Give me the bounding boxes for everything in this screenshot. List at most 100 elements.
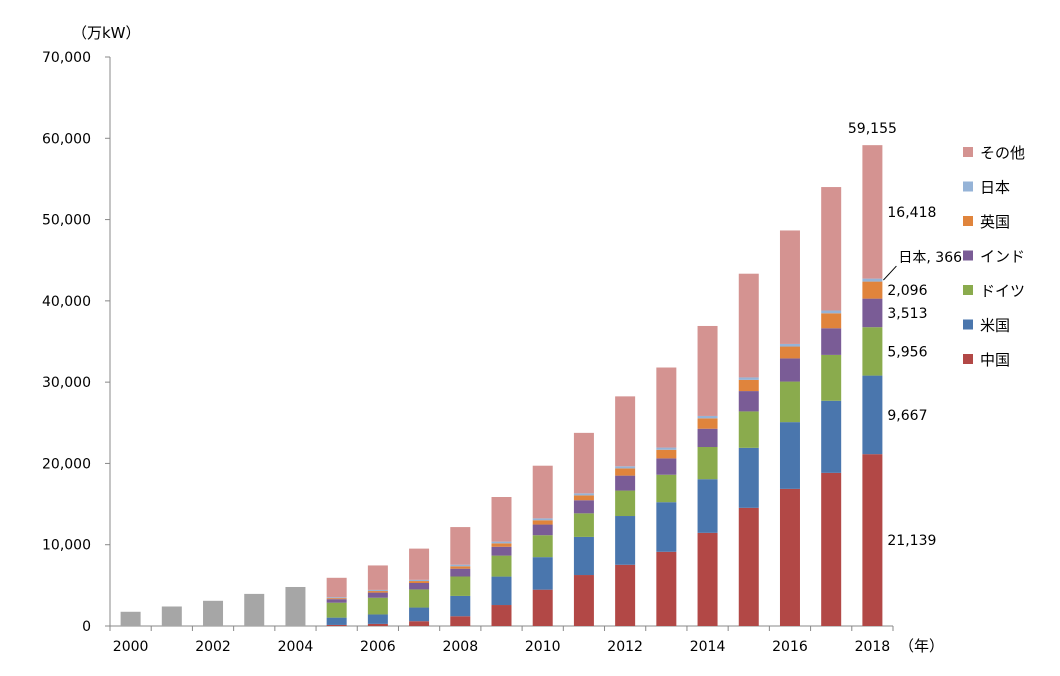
bar-segment-ドイツ-2013: [656, 474, 677, 503]
bar-segment-ドイツ-2011: [573, 513, 594, 537]
bar-segment-英国-2007: [409, 581, 430, 583]
bar-segment-その他-2006: [367, 565, 388, 590]
bar-segment-インド-2008: [450, 568, 471, 577]
bar-segment-米国-2015: [738, 447, 759, 508]
bar-segment-ドイツ-2018: [862, 327, 883, 376]
x-axis-unit-label: （年）: [899, 637, 944, 655]
legend-swatch-その他: [963, 147, 973, 157]
bar-segment-米国-2016: [779, 422, 800, 489]
bar-segment-英国-2010: [532, 520, 553, 525]
bar-segment-日本-2007: [409, 579, 430, 582]
bar-segment-中国-2016: [779, 488, 800, 626]
bar-segment-その他-2005: [326, 577, 347, 598]
bar-segment-英国-2014: [697, 418, 718, 429]
y-axis-unit-label: （万kW）: [72, 24, 141, 42]
bar-segment-英国-2011: [573, 495, 594, 501]
bar-segment-ドイツ-2008: [450, 576, 471, 596]
bar-segment-英国-2012: [615, 468, 636, 476]
bar-segment-インド-2017: [821, 328, 842, 355]
legend-label-中国: 中国: [980, 351, 1010, 369]
bar-segment-中国-2015: [738, 507, 759, 626]
bar-segment-日本-2016: [779, 343, 800, 347]
data-label-ドイツ: 5,956: [887, 344, 927, 360]
data-label-英国: 2,096: [887, 283, 927, 299]
bar-segment-日本-2008: [450, 564, 471, 567]
bar-segment-英国-2017: [821, 313, 842, 329]
data-label-インド: 3,513: [887, 306, 927, 322]
bar-segment-英国-2018: [862, 281, 883, 299]
bar-segment-中国-2011: [573, 575, 594, 626]
bar-segment-米国-2007: [409, 607, 430, 622]
bar-segment-日本-2012: [615, 466, 636, 469]
legend-label-ドイツ: ドイツ: [980, 282, 1025, 300]
bar-segment-その他-2015: [738, 273, 759, 378]
bar-segment-米国-2013: [656, 502, 677, 552]
bar-total-2004: [285, 586, 306, 626]
bar-segment-米国-2009: [491, 576, 512, 606]
x-tick-label: 2002: [195, 639, 231, 655]
bar-segment-中国-2006: [367, 623, 388, 626]
bar-segment-その他-2018: [862, 145, 883, 279]
bar-segment-ドイツ-2007: [409, 589, 430, 608]
y-tick-label: 70,000: [42, 50, 91, 66]
bar-segment-ドイツ-2016: [779, 381, 800, 423]
bar-segment-その他-2009: [491, 496, 512, 542]
y-tick-label: 20,000: [42, 456, 91, 472]
y-axis: 0 10,000 20,000 30,000 40,000 50,000 60,000 70,…: [42, 50, 111, 635]
y-tick-label: 0: [82, 619, 91, 635]
bar-segment-中国-2005: [326, 624, 347, 626]
bar-segment-その他-2014: [697, 325, 718, 416]
bar-total-2001: [161, 606, 182, 626]
bar-segment-中国-2017: [821, 472, 842, 626]
bar-segment-ドイツ-2005: [326, 602, 347, 618]
x-tick-label: 2006: [360, 639, 396, 655]
bar-segment-英国-2015: [738, 379, 759, 392]
bar-segment-中国-2010: [532, 589, 553, 626]
bar-segment-中国-2009: [491, 605, 512, 626]
bar-segment-日本-2017: [821, 310, 842, 314]
bar-segment-ドイツ-2015: [738, 411, 759, 448]
bar-segment-日本-2011: [573, 493, 594, 496]
bar-segment-インド-2005: [326, 599, 347, 603]
bar-segment-その他-2017: [821, 187, 842, 311]
bar-segment-米国-2006: [367, 614, 388, 624]
y-tick-label: 10,000: [42, 538, 91, 554]
x-tick-label: 2010: [525, 639, 561, 655]
legend-swatch-インド: [963, 250, 973, 261]
bar-segment-ドイツ-2006: [367, 597, 388, 615]
bar-segment-英国-2008: [450, 566, 471, 569]
bar-segment-その他-2012: [615, 396, 636, 467]
bar-segment-日本-2005: [326, 597, 347, 599]
bar-segment-中国-2007: [409, 621, 430, 626]
bar-segment-インド-2011: [573, 500, 594, 514]
bar-segment-米国-2018: [862, 375, 883, 455]
bar-total-2003: [244, 593, 265, 626]
bar-segment-ドイツ-2012: [615, 490, 636, 517]
legend-swatch-米国: [963, 319, 973, 330]
bars: [120, 145, 883, 626]
y-tick-label: 50,000: [42, 213, 91, 229]
legend-swatch-英国: [963, 216, 973, 226]
bar-segment-日本-2015: [738, 377, 759, 380]
bar-segment-英国-2016: [779, 346, 800, 359]
bar-segment-ドイツ-2014: [697, 447, 718, 480]
x-axis: 2000 2002 2004 2006 2008 2010 2012 2014 2016 2018: [109, 625, 894, 655]
data-label-その他: 16,418: [887, 205, 936, 221]
bar-segment-インド-2018: [862, 298, 883, 328]
bar-segment-インド-2016: [779, 358, 800, 382]
bar-segment-英国-2013: [656, 449, 677, 459]
y-tick-label: 40,000: [42, 294, 91, 310]
bar-segment-中国-2008: [450, 616, 471, 626]
bar-segment-日本-2006: [367, 589, 388, 592]
bar-segment-インド-2015: [738, 391, 759, 412]
bar-segment-日本-2013: [656, 447, 677, 450]
bar-segment-ドイツ-2010: [532, 535, 553, 558]
legend-label-日本: 日本: [980, 179, 1010, 197]
legend-label-その他: その他: [980, 144, 1025, 162]
legend-label-インド: インド: [980, 248, 1025, 266]
x-tick-label: 2016: [772, 639, 808, 655]
label-leader-line: [883, 265, 897, 281]
bar-segment-日本-2009: [491, 541, 512, 544]
bar-segment-その他-2010: [532, 465, 553, 519]
bar-segment-英国-2006: [367, 591, 388, 593]
